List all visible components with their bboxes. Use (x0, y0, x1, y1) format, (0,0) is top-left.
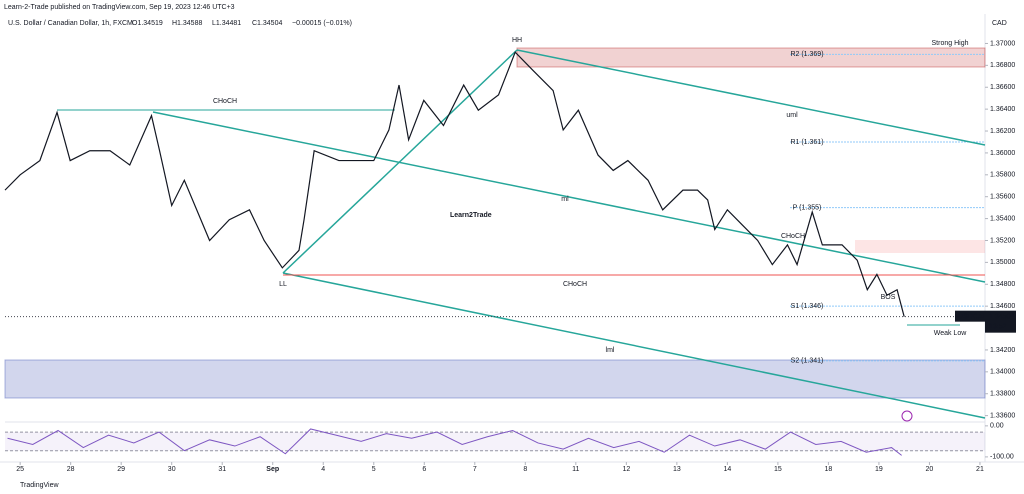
y-tick-label: 1.34200 (990, 347, 1015, 354)
x-tick-label: 11 (572, 466, 579, 473)
x-tick-label: 20 (926, 466, 934, 473)
currency: CAD (992, 20, 1007, 27)
upper-median-line (516, 49, 986, 146)
osc-band-fill (5, 432, 985, 451)
countdown: 13:52 (989, 324, 1007, 331)
x-tick-label: 15 (774, 466, 782, 473)
y-tick-label: 1.35000 (990, 259, 1015, 266)
last-price-label: 1.34504 (989, 314, 1014, 321)
y-tick-label: 1.35600 (990, 194, 1015, 201)
ohlc-value: −0.00015 (−0.01%) (292, 20, 352, 27)
y-tick-label: 1.34600 (990, 303, 1015, 310)
symbol-info: U.S. Dollar / Canadian Dollar, 1h, FXCM (8, 20, 133, 27)
y-tick-label: 1.36200 (990, 128, 1015, 135)
oscillator-line (7, 428, 902, 456)
price-box (985, 310, 1016, 333)
demand-zone (4, 359, 986, 399)
x-tick-label: 7 (473, 466, 477, 473)
annotation: uml (786, 112, 798, 119)
x-tick-label: Sep (266, 466, 279, 473)
x-tick-label: 19 (875, 466, 883, 473)
y-tick-label: 1.33800 (990, 391, 1015, 398)
alert-icon (901, 410, 913, 422)
x-tick-label: 13 (673, 466, 681, 473)
osc-tick-label: 0.00 (990, 423, 1004, 430)
x-tick-label: 8 (523, 466, 527, 473)
ohlc-value: L1.34481 (212, 20, 241, 27)
supply-zone (855, 240, 985, 253)
annotation: CHoCH (213, 98, 237, 105)
y-tick-label: 1.33600 (990, 412, 1015, 419)
header: Learn-2-Trade published on TradingView.c… (4, 4, 235, 11)
x-tick-label: 14 (723, 466, 731, 473)
x-tick-label: 30 (168, 466, 176, 473)
annotation: lml (606, 347, 615, 354)
x-tick-label: 6 (422, 466, 426, 473)
ticker: USDCAD (958, 314, 988, 321)
y-tick-label: 1.37000 (990, 40, 1015, 47)
x-tick-label: 18 (825, 466, 833, 473)
annotation: CHoCH (781, 233, 805, 240)
annotation: Strong High (932, 40, 969, 47)
x-tick-label: 5 (372, 466, 376, 473)
pivot-label: R1 (1.361) (790, 139, 823, 146)
x-tick-label: 29 (117, 466, 125, 473)
x-tick-label: 21 (976, 466, 984, 473)
pivot-label: S1 (1.346) (791, 303, 824, 310)
footer: TradingView (20, 482, 59, 489)
ohlc-value: C1.34504 (252, 20, 282, 27)
pivot-label: S2 (1.341) (791, 358, 824, 365)
x-tick-label: 4 (321, 466, 325, 473)
y-tick-label: 1.35200 (990, 237, 1015, 244)
supply-zone (516, 47, 986, 68)
y-tick-label: 1.35400 (990, 215, 1015, 222)
annotation: Weak Low (934, 330, 967, 337)
x-tick-label: 31 (218, 466, 226, 473)
price-line (4, 51, 905, 317)
y-tick-label: 1.36600 (990, 84, 1015, 91)
annotation: ml (561, 196, 569, 203)
x-tick-label: 12 (622, 466, 630, 473)
annotation: CHoCH (563, 281, 587, 288)
lower-median-line (282, 272, 986, 419)
pivot-label: R2 (1.369) (790, 51, 823, 58)
median-line (152, 111, 986, 283)
y-tick-label: 1.34000 (990, 369, 1015, 376)
ticker-box (955, 310, 985, 322)
y-tick-label: 1.36800 (990, 62, 1015, 69)
ohlc-value: H1.34588 (172, 20, 202, 27)
osc-tick-label: -100.00 (990, 454, 1014, 461)
annotation: BOS (881, 294, 896, 301)
x-tick-label: 25 (16, 466, 24, 473)
annotation: HH (512, 37, 522, 44)
y-tick-label: 1.34800 (990, 281, 1015, 288)
y-tick-label: 1.36400 (990, 106, 1015, 113)
ohlc-value: O1.34519 (132, 20, 163, 27)
annotation: LL (279, 281, 287, 288)
watermark: Learn2Trade (450, 212, 492, 219)
y-tick-label: 1.35800 (990, 172, 1015, 179)
x-tick-label: 28 (67, 466, 75, 473)
pivot-label: P (1.355) (793, 204, 822, 211)
y-tick-label: 1.36000 (990, 150, 1015, 157)
trend-line (282, 49, 518, 274)
